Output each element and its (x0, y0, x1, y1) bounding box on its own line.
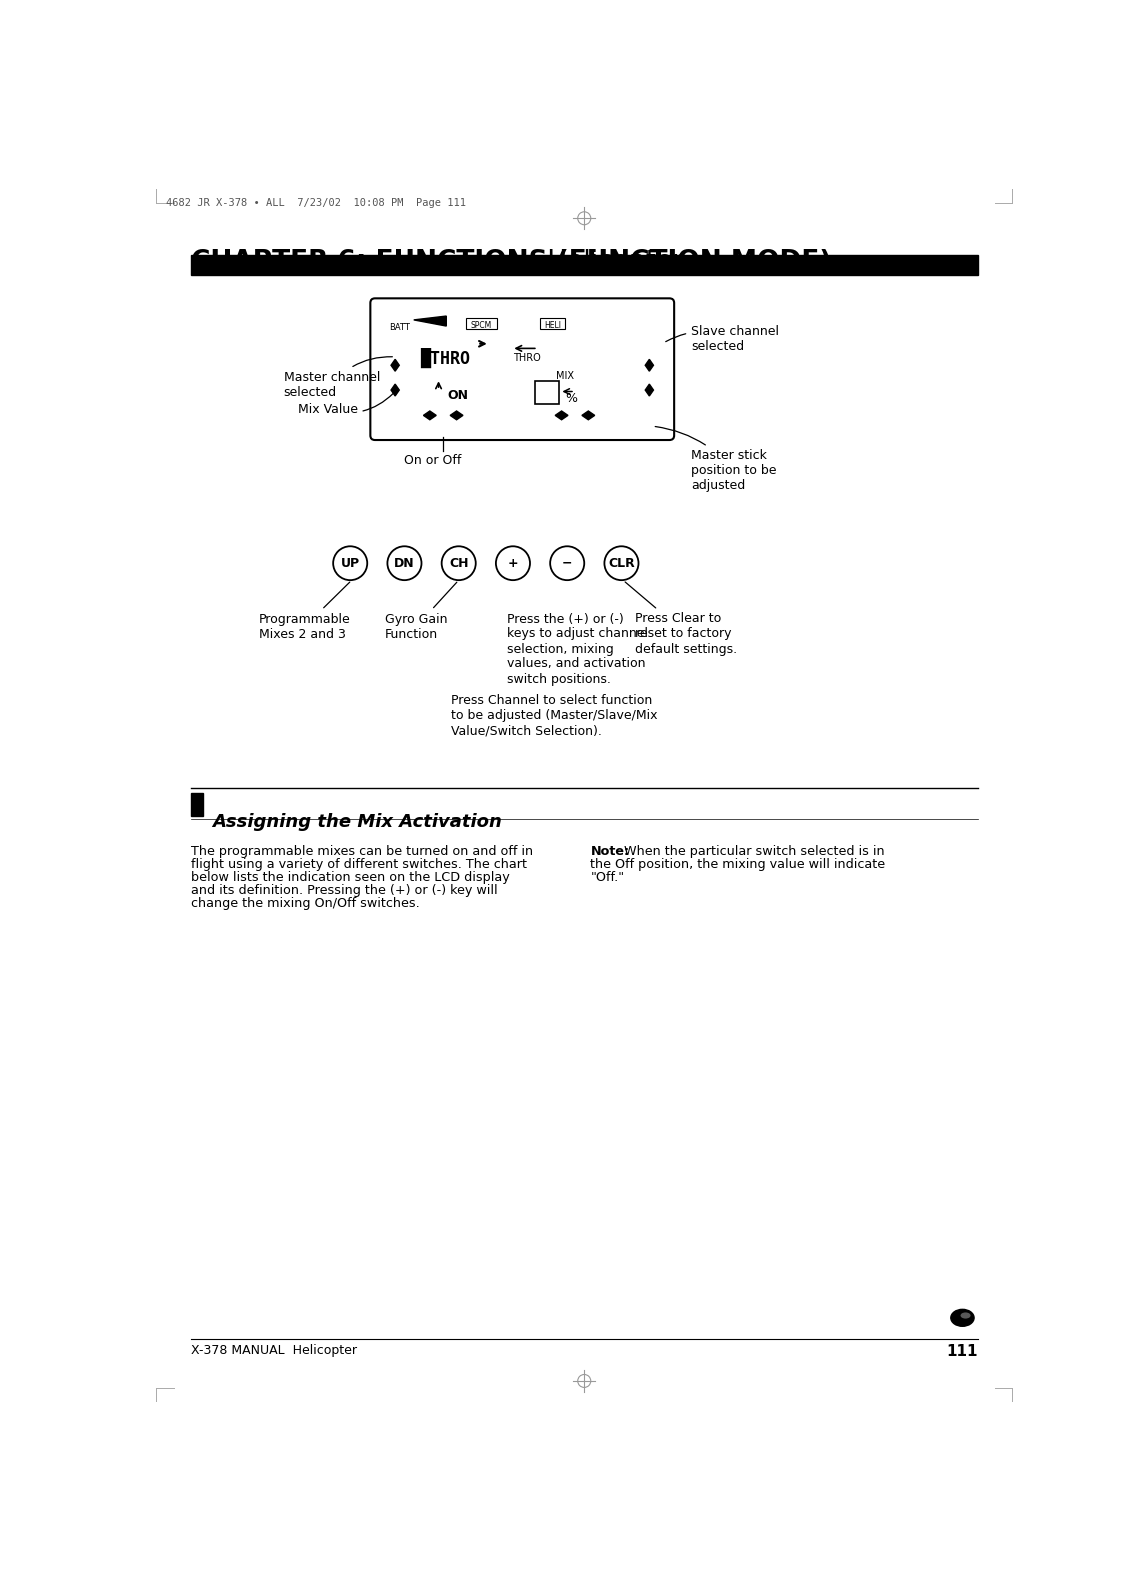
Text: Press Clear to
reset to factory
default settings.: Press Clear to reset to factory default … (625, 581, 738, 655)
Polygon shape (645, 384, 653, 395)
Text: DN: DN (394, 556, 415, 570)
Text: %: % (565, 392, 577, 405)
Text: Master stick
position to be
adjusted: Master stick position to be adjusted (656, 427, 776, 493)
FancyBboxPatch shape (540, 318, 565, 329)
Text: █THRO: █THRO (420, 348, 470, 369)
Text: flight using a variety of different switches. The chart: flight using a variety of different swit… (190, 858, 527, 871)
FancyBboxPatch shape (536, 381, 559, 403)
Text: Slave channel
selected: Slave channel selected (666, 324, 780, 353)
FancyBboxPatch shape (370, 298, 674, 439)
Polygon shape (391, 359, 399, 372)
Text: BATT: BATT (389, 323, 409, 332)
Text: Note:: Note: (591, 846, 629, 858)
Ellipse shape (961, 1312, 970, 1318)
Text: Programmable
Mixes 2 and 3: Programmable Mixes 2 and 3 (259, 583, 350, 641)
Text: Press the (+) or (-)
keys to adjust channel
selection, mixing
values, and activa: Press the (+) or (-) keys to adjust chan… (507, 613, 648, 685)
Text: CH: CH (449, 556, 469, 570)
Text: the Off position, the mixing value will indicate: the Off position, the mixing value will … (591, 858, 886, 871)
Text: +: + (507, 556, 519, 570)
Text: Assigning the Mix Activation: Assigning the Mix Activation (212, 813, 502, 830)
Bar (190, 792, 203, 816)
Polygon shape (555, 411, 568, 421)
Polygon shape (581, 411, 595, 421)
Polygon shape (391, 384, 399, 395)
Text: "Off.": "Off." (591, 871, 625, 884)
Text: ON: ON (447, 389, 469, 402)
Text: Gyro Gain
Function: Gyro Gain Function (385, 583, 457, 641)
Text: −: − (562, 556, 572, 570)
Text: UP: UP (341, 556, 360, 570)
Bar (190, 255, 978, 276)
Text: HELI: HELI (544, 321, 561, 329)
Polygon shape (423, 411, 437, 421)
Text: The programmable mixes can be turned on and off in: The programmable mixes can be turned on … (190, 846, 532, 858)
Text: X-378 MANUAL  Helicopter: X-378 MANUAL Helicopter (190, 1343, 357, 1358)
Text: change the mixing On/Off switches.: change the mixing On/Off switches. (190, 898, 420, 910)
Polygon shape (414, 317, 446, 326)
Text: · Helicopter: · Helicopter (522, 249, 683, 276)
Text: THRO: THRO (513, 353, 540, 362)
Text: Press Channel to select function
to be adjusted (Master/Slave/Mix
Value/Switch S: Press Channel to select function to be a… (451, 695, 658, 737)
Ellipse shape (951, 1309, 974, 1326)
Text: 4682 JR X-378 • ALL  7/23/02  10:08 PM  Page 111: 4682 JR X-378 • ALL 7/23/02 10:08 PM Pag… (165, 198, 466, 208)
Polygon shape (645, 359, 653, 372)
Text: CHAPTER 6: FUNCTIONS (FUNCTION MODE): CHAPTER 6: FUNCTIONS (FUNCTION MODE) (190, 249, 831, 276)
Text: Mix Value: Mix Value (298, 394, 393, 416)
Text: On or Off: On or Off (405, 454, 462, 466)
Text: and its definition. Pressing the (+) or (-) key will: and its definition. Pressing the (+) or … (190, 884, 497, 898)
Text: Master channel
selected: Master channel selected (284, 358, 392, 398)
Text: SPCM: SPCM (471, 321, 491, 329)
Text: CLR: CLR (608, 556, 635, 570)
Text: When the particular switch selected is in: When the particular switch selected is i… (620, 846, 885, 858)
Polygon shape (450, 411, 463, 421)
FancyBboxPatch shape (465, 318, 497, 329)
Text: below lists the indication seen on the LCD display: below lists the indication seen on the L… (190, 871, 510, 884)
Text: MIX: MIX (556, 370, 575, 381)
Text: 111: 111 (946, 1343, 978, 1359)
